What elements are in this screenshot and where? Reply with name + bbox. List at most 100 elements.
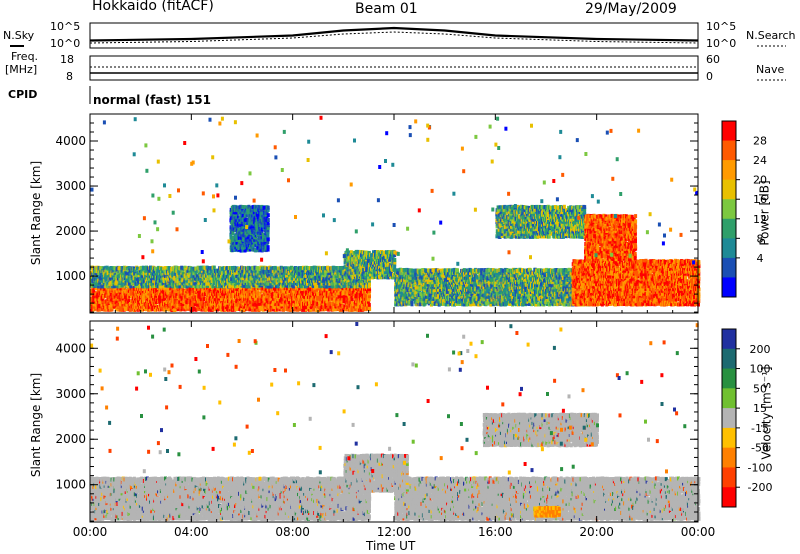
power-panel-cell xyxy=(104,278,108,283)
power-panel-cell xyxy=(354,297,358,301)
power-panel-cell xyxy=(315,289,318,294)
power-panel-cell xyxy=(201,299,204,303)
power-panel-cell xyxy=(167,291,171,296)
freq-label: Freq. xyxy=(11,50,38,63)
power-panel-cell xyxy=(266,287,270,292)
nsky-label: N.Sky xyxy=(3,29,34,42)
power-panel-cell xyxy=(279,289,283,294)
power-panel-cell xyxy=(141,299,145,304)
power-panel-cell xyxy=(129,302,132,306)
power-panel-cell xyxy=(207,286,211,291)
power-panel-cell xyxy=(248,304,252,309)
cpid-label: CPID xyxy=(8,88,37,101)
power-panel-cell xyxy=(206,268,210,273)
power-panel-cell xyxy=(127,299,131,304)
power-panel-cell xyxy=(312,307,316,312)
power-panel-cell xyxy=(94,273,98,278)
power-panel-cell xyxy=(97,294,101,299)
power-panel-cell xyxy=(354,289,358,294)
power-panel-cell xyxy=(366,299,370,304)
power-panel-cell xyxy=(313,294,317,299)
power-panel-cell xyxy=(280,304,284,309)
power-panel-cell xyxy=(308,289,312,294)
power-panel-cell xyxy=(118,292,122,297)
power-panel-cell xyxy=(243,292,247,297)
power-panel-cell xyxy=(367,297,371,302)
freq-tick-bottom: 8 xyxy=(66,70,73,83)
power-panel-cell xyxy=(235,299,239,304)
power-panel-cell xyxy=(350,300,354,305)
power-panel-cell xyxy=(183,265,187,270)
power-panel-cell xyxy=(121,300,125,305)
power-panel-cell xyxy=(108,299,112,304)
power-panel-cell xyxy=(344,294,348,298)
power-panel-cell xyxy=(213,302,217,307)
power-panel-cell xyxy=(233,299,236,304)
nave-label: Nave xyxy=(756,63,784,76)
power-panel-cell xyxy=(329,292,333,297)
power-panel-cell xyxy=(147,296,151,301)
power-panel-cell xyxy=(158,276,162,281)
power-panel-cell xyxy=(118,266,122,270)
power-panel-cell xyxy=(116,307,120,312)
power-panel-cell xyxy=(113,283,117,288)
power-panel-cell xyxy=(188,297,192,302)
power-panel-cell xyxy=(119,288,123,293)
power-panel-cell xyxy=(178,291,182,296)
power-panel-cell xyxy=(367,305,371,310)
power-panel-cell xyxy=(182,271,186,276)
power-panel-cell xyxy=(201,294,205,299)
power-panel-cell xyxy=(105,306,109,311)
power-panel-cell xyxy=(185,291,189,296)
power-panel-cell xyxy=(239,297,242,301)
power-panel-cell xyxy=(247,302,251,307)
cpid-value: normal (fast) 151 xyxy=(93,93,211,107)
power-panel-cell xyxy=(324,302,328,307)
power-panel-cell xyxy=(315,308,319,312)
power-panel-cell xyxy=(92,289,96,293)
power-panel-cell xyxy=(159,286,163,291)
power-panel-cell xyxy=(190,283,194,288)
power-panel-cell xyxy=(178,284,182,289)
power-panel-cell xyxy=(204,273,208,278)
freq-panel-frame xyxy=(89,55,699,81)
power-panel-cell xyxy=(118,269,122,274)
power-panel-cell xyxy=(368,294,371,299)
power-panel-cell xyxy=(133,271,137,276)
power-panel-cell xyxy=(240,307,244,312)
power-panel-cell xyxy=(147,294,151,299)
power-panel-cell xyxy=(212,289,216,294)
power-panel-cell xyxy=(113,288,117,293)
power-panel-cell xyxy=(92,281,96,286)
power-panel-cell xyxy=(126,296,130,301)
power-panel-cell xyxy=(100,291,104,296)
power-panel-cell xyxy=(361,292,364,297)
power-panel-cell xyxy=(119,304,123,309)
power-panel-cell xyxy=(206,283,209,288)
power-panel-cell xyxy=(206,291,210,296)
power-panel-cell xyxy=(118,284,122,289)
power-panel-cell xyxy=(119,286,123,291)
power-panel-cell xyxy=(189,299,193,304)
power-panel-cell xyxy=(302,297,306,302)
power-panel-cell xyxy=(113,266,117,271)
power-panel-cell xyxy=(187,294,191,299)
power-panel-cell xyxy=(256,288,260,293)
power-panel-cell xyxy=(348,307,352,312)
power-panel-cell xyxy=(200,281,204,286)
power-panel-cell xyxy=(301,307,305,312)
power-panel-cell xyxy=(317,308,321,312)
power-panel-cell xyxy=(162,266,166,271)
power-panel-cell xyxy=(153,304,157,309)
nsky-line xyxy=(89,26,699,42)
power-panel-cell xyxy=(119,294,123,299)
power-panel-cell xyxy=(239,287,243,291)
power-panel-cell xyxy=(174,307,178,312)
power-panel-cell xyxy=(232,291,236,296)
power-panel-cell xyxy=(315,299,319,304)
power-panel-cell xyxy=(368,287,371,291)
power-panel-cell xyxy=(273,294,277,299)
power-panel-cell xyxy=(167,283,171,288)
power-panel-cell xyxy=(155,287,159,292)
